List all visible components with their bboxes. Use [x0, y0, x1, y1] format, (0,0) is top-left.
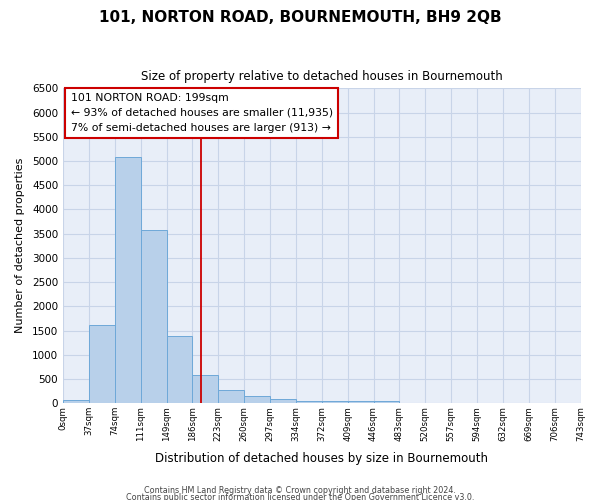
- Bar: [115, 157, 140, 403]
- Y-axis label: Number of detached properties: Number of detached properties: [15, 158, 25, 334]
- Bar: [347, 400, 374, 403]
- X-axis label: Distribution of detached houses by size in Bournemouth: Distribution of detached houses by size …: [155, 452, 488, 465]
- Bar: [322, 402, 347, 403]
- Bar: [167, 336, 193, 403]
- Title: Size of property relative to detached houses in Bournemouth: Size of property relative to detached ho…: [141, 70, 503, 83]
- Bar: [218, 390, 244, 403]
- Bar: [296, 400, 322, 403]
- Bar: [193, 374, 218, 403]
- Text: Contains HM Land Registry data © Crown copyright and database right 2024.: Contains HM Land Registry data © Crown c…: [144, 486, 456, 495]
- Bar: [244, 396, 270, 403]
- Bar: [89, 325, 115, 403]
- Bar: [63, 400, 89, 403]
- Bar: [374, 400, 400, 403]
- Text: 101 NORTON ROAD: 199sqm
← 93% of detached houses are smaller (11,935)
7% of semi: 101 NORTON ROAD: 199sqm ← 93% of detache…: [71, 93, 333, 132]
- Bar: [270, 399, 296, 403]
- Text: Contains public sector information licensed under the Open Government Licence v3: Contains public sector information licen…: [126, 494, 474, 500]
- Bar: [140, 230, 167, 403]
- Text: 101, NORTON ROAD, BOURNEMOUTH, BH9 2QB: 101, NORTON ROAD, BOURNEMOUTH, BH9 2QB: [98, 10, 502, 25]
